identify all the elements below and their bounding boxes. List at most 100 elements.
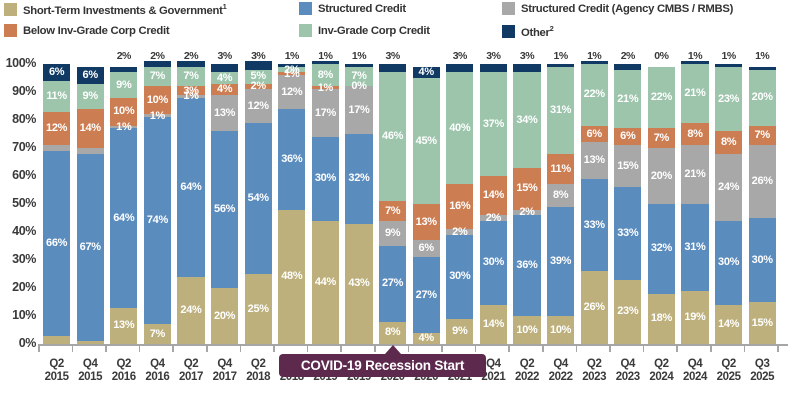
x-axis-category-label: Q2 2015 (37, 358, 76, 384)
x-axis-tick (105, 345, 107, 352)
y-axis-tick-label: 100% (5, 56, 37, 70)
bar-segment: 33% (580, 178, 608, 272)
legend-structured-credit-agency[interactable]: Structured Credit (Agency CMBS / RMBS) (502, 2, 800, 15)
bar-segment: 36% (513, 215, 541, 316)
y-axis-tick-label: 0% (18, 336, 37, 350)
x-axis-tick (306, 345, 309, 352)
x-axis-year: 2015 (44, 371, 69, 383)
bar-q2-2017[interactable]: 24% 64% 7% 1% 3% (177, 61, 205, 344)
x-axis-quarter: Q2 (183, 358, 199, 370)
x-axis-year: 2025 (750, 371, 775, 383)
x-axis-category-label: Q4 2024 (675, 358, 714, 384)
bar-segment (143, 61, 171, 67)
segment-value-label: 45% (415, 134, 437, 147)
bar-segment: 44% (311, 220, 339, 344)
chart-plot-area: 0% 10% 20% 30% 40% 50% 60% 70% 80% 90% 100% 66% 12% 1… (0, 46, 800, 415)
bar-q4-2022[interactable]: 10% 39% 8% 11% 31% (547, 64, 575, 344)
x-axis-tick (743, 345, 746, 352)
bar-q4-2020[interactable]: 4% 27% 6% 13% 45% 4% (412, 64, 440, 344)
legend-short-term-investments-government[interactable]: Short-Term Investments & Government1 (4, 2, 294, 17)
segment-value-label: 74% (146, 214, 168, 227)
bar-segment: 32% (647, 204, 675, 294)
bar-q2-2022[interactable]: 10% 36% 15% 34% 2% (513, 64, 541, 344)
bar-q2-2018[interactable]: 25% 54% 12% 5% 2% (244, 61, 272, 344)
bar-segment: 7% (748, 125, 776, 146)
x-axis-tick (273, 345, 275, 352)
bar-q4-2023[interactable]: 23% 33% 15% 6% 21% (614, 64, 642, 344)
segment-value-label: 12% (46, 121, 68, 134)
x-axis-quarter: Q4 (217, 358, 232, 370)
legend-footnote-marker: 1 (222, 2, 227, 11)
x-axis-quarter: Q3 (754, 358, 770, 370)
bar-q2-2019[interactable]: 44% 30% 17% 8% 1% (311, 61, 339, 344)
covid-recession-annotation: COVID-19 Recession Start (279, 354, 486, 377)
legend-structured-credit[interactable]: Structured Credit (299, 2, 589, 15)
bar-q4-2015[interactable]: 67% 14% 9% 6% (76, 64, 104, 344)
x-axis-tick (374, 345, 376, 352)
x-axis-year: 2022 (548, 371, 573, 383)
bar-segment: 8% (715, 131, 743, 154)
x-axis-tick (609, 345, 611, 352)
segment-value-label: 8% (317, 68, 334, 81)
bar-segment: 30% (715, 220, 743, 305)
segment-value-label: 46% (382, 130, 404, 143)
bar-segment: 10% (143, 86, 171, 115)
bar-q4-2017[interactable]: 20% 56% 13% 4% 4% (211, 64, 239, 344)
bar-q2-2015[interactable]: 66% 12% 11% 6% (43, 64, 71, 344)
bar-q2-2016[interactable]: 13% 64% 10% 9% 1% (110, 64, 138, 344)
segment-value-label: 31% (684, 240, 706, 253)
x-axis-tick (710, 345, 712, 352)
bar-q3-2025[interactable]: 15% 30% 26% 7% 20% (748, 64, 776, 344)
bar-q4-2016[interactable]: 7% 74% 10% 7% 1% (143, 61, 171, 344)
bar-q4-2018[interactable]: 48% 36% 12% 1% 2% (278, 64, 306, 344)
bar-segment: 27% (379, 246, 407, 322)
bar-segment: 15% (513, 167, 541, 210)
y-axis-tick-label: 80% (12, 112, 36, 126)
bar-q4-2019[interactable]: 43% 32% 17% 7% 0% (345, 64, 373, 344)
x-axis-quarter: Q4 (687, 358, 703, 370)
bar-segment (513, 64, 541, 73)
x-axis-tick (474, 345, 477, 352)
bar-q4-2024[interactable]: 19% 31% 21% 8% 21% (681, 61, 709, 344)
bar-segment: 43% (345, 223, 373, 344)
bar-segment (177, 94, 205, 98)
bar-segment: 40% (446, 72, 474, 185)
legend-other[interactable]: Other2 (502, 24, 800, 39)
other-series-top-label: 3% (217, 50, 233, 62)
segment-value-label: 64% (113, 211, 135, 224)
bar-segment: 48% (278, 209, 306, 344)
segment-value-label: 13% (113, 319, 135, 332)
segment-value-label: 20% (650, 169, 672, 182)
bar-segment: 7% (177, 66, 205, 87)
legend-label: Other2 (521, 24, 554, 39)
x-axis-quarter: Q4 (620, 358, 636, 370)
bar-segment: 30% (311, 136, 339, 221)
segment-value-label: 36% (281, 152, 303, 165)
bar-q4-2021[interactable]: 14% 30% 14% 37% 2% (479, 64, 507, 344)
legend-inv-grade-corp-credit[interactable]: Inv-Grade Corp Credit (299, 24, 589, 37)
x-axis-category-label: Q4 2015 (71, 358, 110, 384)
other-series-top-label: 1% (721, 50, 737, 62)
bar-q2-2023[interactable]: 26% 33% 13% 6% 22% (580, 61, 608, 344)
segment-value-label: 36% (516, 259, 538, 272)
bar-q2-2024[interactable]: 18% 32% 20% 7% 22% (647, 64, 675, 344)
segment-value-label: 12% (247, 99, 269, 112)
bar-segment (379, 64, 407, 73)
bar-q2-2020[interactable]: 8% 27% 9% 7% 46% (379, 64, 407, 344)
legend-label: Below Inv-Grade Corp Credit (23, 24, 170, 37)
bar-q2-2021[interactable]: 9% 30% 16% 40% 2% (446, 64, 474, 344)
x-axis-year: 2024 (649, 371, 674, 383)
x-axis-tick (642, 345, 645, 352)
segment-value-label: 8% (384, 326, 401, 339)
bar-segment (446, 229, 474, 235)
bar-q2-2025[interactable]: 14% 30% 24% 8% 23% (715, 64, 743, 344)
bar-segment: 20% (647, 148, 675, 204)
bar-segment: 4% (412, 66, 440, 78)
other-series-top-label: 1% (351, 50, 367, 62)
segment-value-label: 15% (516, 182, 538, 195)
segment-value-label: 8% (552, 189, 569, 202)
legend-below-inv-grade-corp-credit[interactable]: Below Inv-Grade Corp Credit (4, 24, 294, 37)
bar-segment: 6% (614, 128, 642, 146)
segment-value-label: 6% (48, 65, 65, 78)
segment-value-label: 21% (684, 168, 706, 181)
